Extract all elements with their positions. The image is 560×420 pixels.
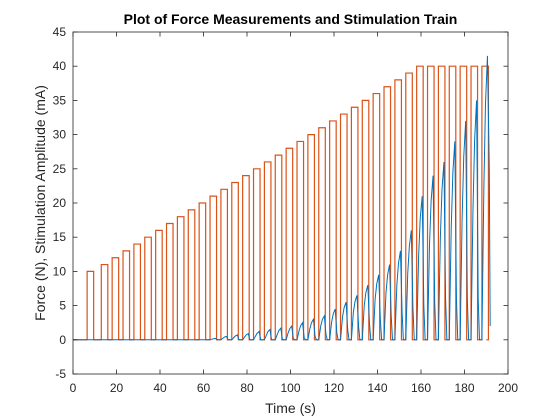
y-tick-label: 5 (59, 299, 66, 313)
y-tick-label: 40 (53, 59, 67, 73)
y-tick-label: 35 (53, 93, 67, 107)
axes-layer: 0 20 40 60 80 100 120 140 160 180 200 -5 0 5 10 15 20 25 3… (53, 25, 519, 395)
x-tick-label: 20 (110, 381, 124, 395)
x-axis-label: Time (s) (265, 400, 316, 416)
force-series-line (73, 55, 491, 341)
x-tick-label: 140 (367, 381, 387, 395)
y-tick-label: 30 (53, 128, 67, 142)
plot-area (73, 32, 508, 374)
x-tick-label: 40 (153, 381, 167, 395)
y-tick-label: 10 (53, 264, 67, 278)
y-tick-label: 15 (53, 230, 67, 244)
x-tick-label: 60 (197, 381, 211, 395)
chart-title: Plot of Force Measurements and Stimulati… (124, 11, 458, 27)
x-tick-label: 180 (454, 381, 474, 395)
y-tick-label: 0 (59, 333, 66, 347)
y-tick-label: 45 (53, 25, 67, 39)
x-tick-label: 0 (70, 381, 77, 395)
x-tick-label: 200 (498, 381, 518, 395)
series-layer (73, 55, 491, 341)
y-tick-label: 25 (53, 162, 67, 176)
x-tick-label: 80 (240, 381, 254, 395)
x-tick-label: 120 (324, 381, 344, 395)
x-tick-label: 100 (280, 381, 300, 395)
y-axis-label: Force (N), Stimulation Amplitude (mA) (32, 85, 48, 321)
y-tick-label: -5 (55, 367, 66, 381)
y-tick-label: 20 (53, 196, 67, 210)
x-tick-label: 160 (411, 381, 431, 395)
